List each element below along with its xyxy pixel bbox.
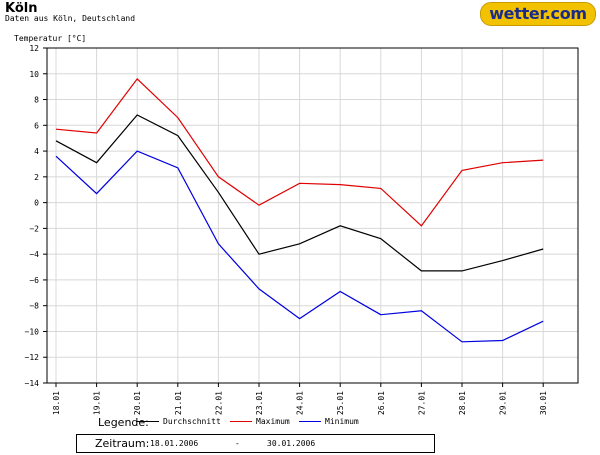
chart-labels: −14 −12 −10 −8 −6 −4 −2 0 2 4 6 8 10 12 18.01 19.01 20.0…: [14, 34, 548, 415]
x-tick-label: 25.01: [336, 391, 345, 415]
logo-text: wetter.com: [489, 4, 587, 23]
period-from: 18.01.2006: [150, 439, 199, 448]
x-tick-label: 24.01: [296, 391, 305, 415]
y-tick-label: 0: [34, 199, 39, 208]
y-tick-label: −10: [25, 327, 40, 336]
y-tick-label: 4: [34, 147, 39, 156]
y-tick-label: 8: [34, 96, 39, 105]
wetter-logo[interactable]: wetter.com: [480, 2, 596, 26]
chart-grid: [47, 47, 578, 384]
page-subtitle: Daten aus Köln, Deutschland: [5, 14, 136, 23]
legend-label: Legende:: [98, 416, 149, 429]
y-tick-label: −6: [29, 276, 39, 285]
y-tick-label: −4: [29, 250, 39, 259]
y-tick-label: 2: [34, 173, 39, 182]
chart-axes: [43, 47, 579, 387]
y-tick-label: 6: [34, 121, 39, 130]
x-tick-label: 18.01: [52, 391, 61, 415]
plot-frame: [46, 47, 579, 384]
series-line-maximum: [55, 77, 544, 227]
y-axis-label: Temperatur [°C]: [14, 34, 86, 43]
period-label: Zeitraum:: [95, 437, 150, 450]
x-tick-label: 21.01: [174, 391, 183, 415]
legend-swatch: [230, 421, 252, 422]
y-tick-label: −2: [29, 224, 39, 233]
x-tick-label: 28.01: [458, 391, 467, 415]
x-tick-label: 20.01: [133, 391, 142, 415]
x-tick-label: 22.01: [214, 391, 223, 415]
y-tick-label: 12: [29, 44, 39, 53]
x-tick-label: 30.01: [539, 391, 548, 415]
legend-item-label: Durchschnitt: [163, 417, 221, 426]
x-tick-label: 29.01: [499, 391, 508, 415]
series-line-minimum: [55, 150, 544, 343]
legend-item-label: Maximum: [256, 417, 290, 426]
x-tick-label: 26.01: [377, 391, 386, 415]
y-tick-label: 10: [29, 70, 39, 79]
period-box: Zeitraum: 18.01.2006 - 30.01.2006: [76, 434, 435, 453]
y-tick-label: −8: [29, 302, 39, 311]
series-line-durchschnitt: [55, 114, 544, 272]
x-tick-label: 23.01: [255, 391, 264, 415]
legend-swatch: [137, 421, 159, 422]
y-tick-label: −14: [25, 379, 40, 388]
x-tick-label: 27.01: [417, 391, 426, 415]
legend-swatch: [299, 421, 321, 422]
period-separator: -: [235, 439, 240, 448]
legend-item-label: Minimum: [325, 417, 359, 426]
y-tick-label: −12: [25, 353, 40, 362]
chart-series: [55, 77, 544, 343]
x-tick-label: 19.01: [93, 391, 102, 415]
page-title: Köln: [5, 1, 38, 16]
period-to: 30.01.2006: [267, 439, 316, 448]
